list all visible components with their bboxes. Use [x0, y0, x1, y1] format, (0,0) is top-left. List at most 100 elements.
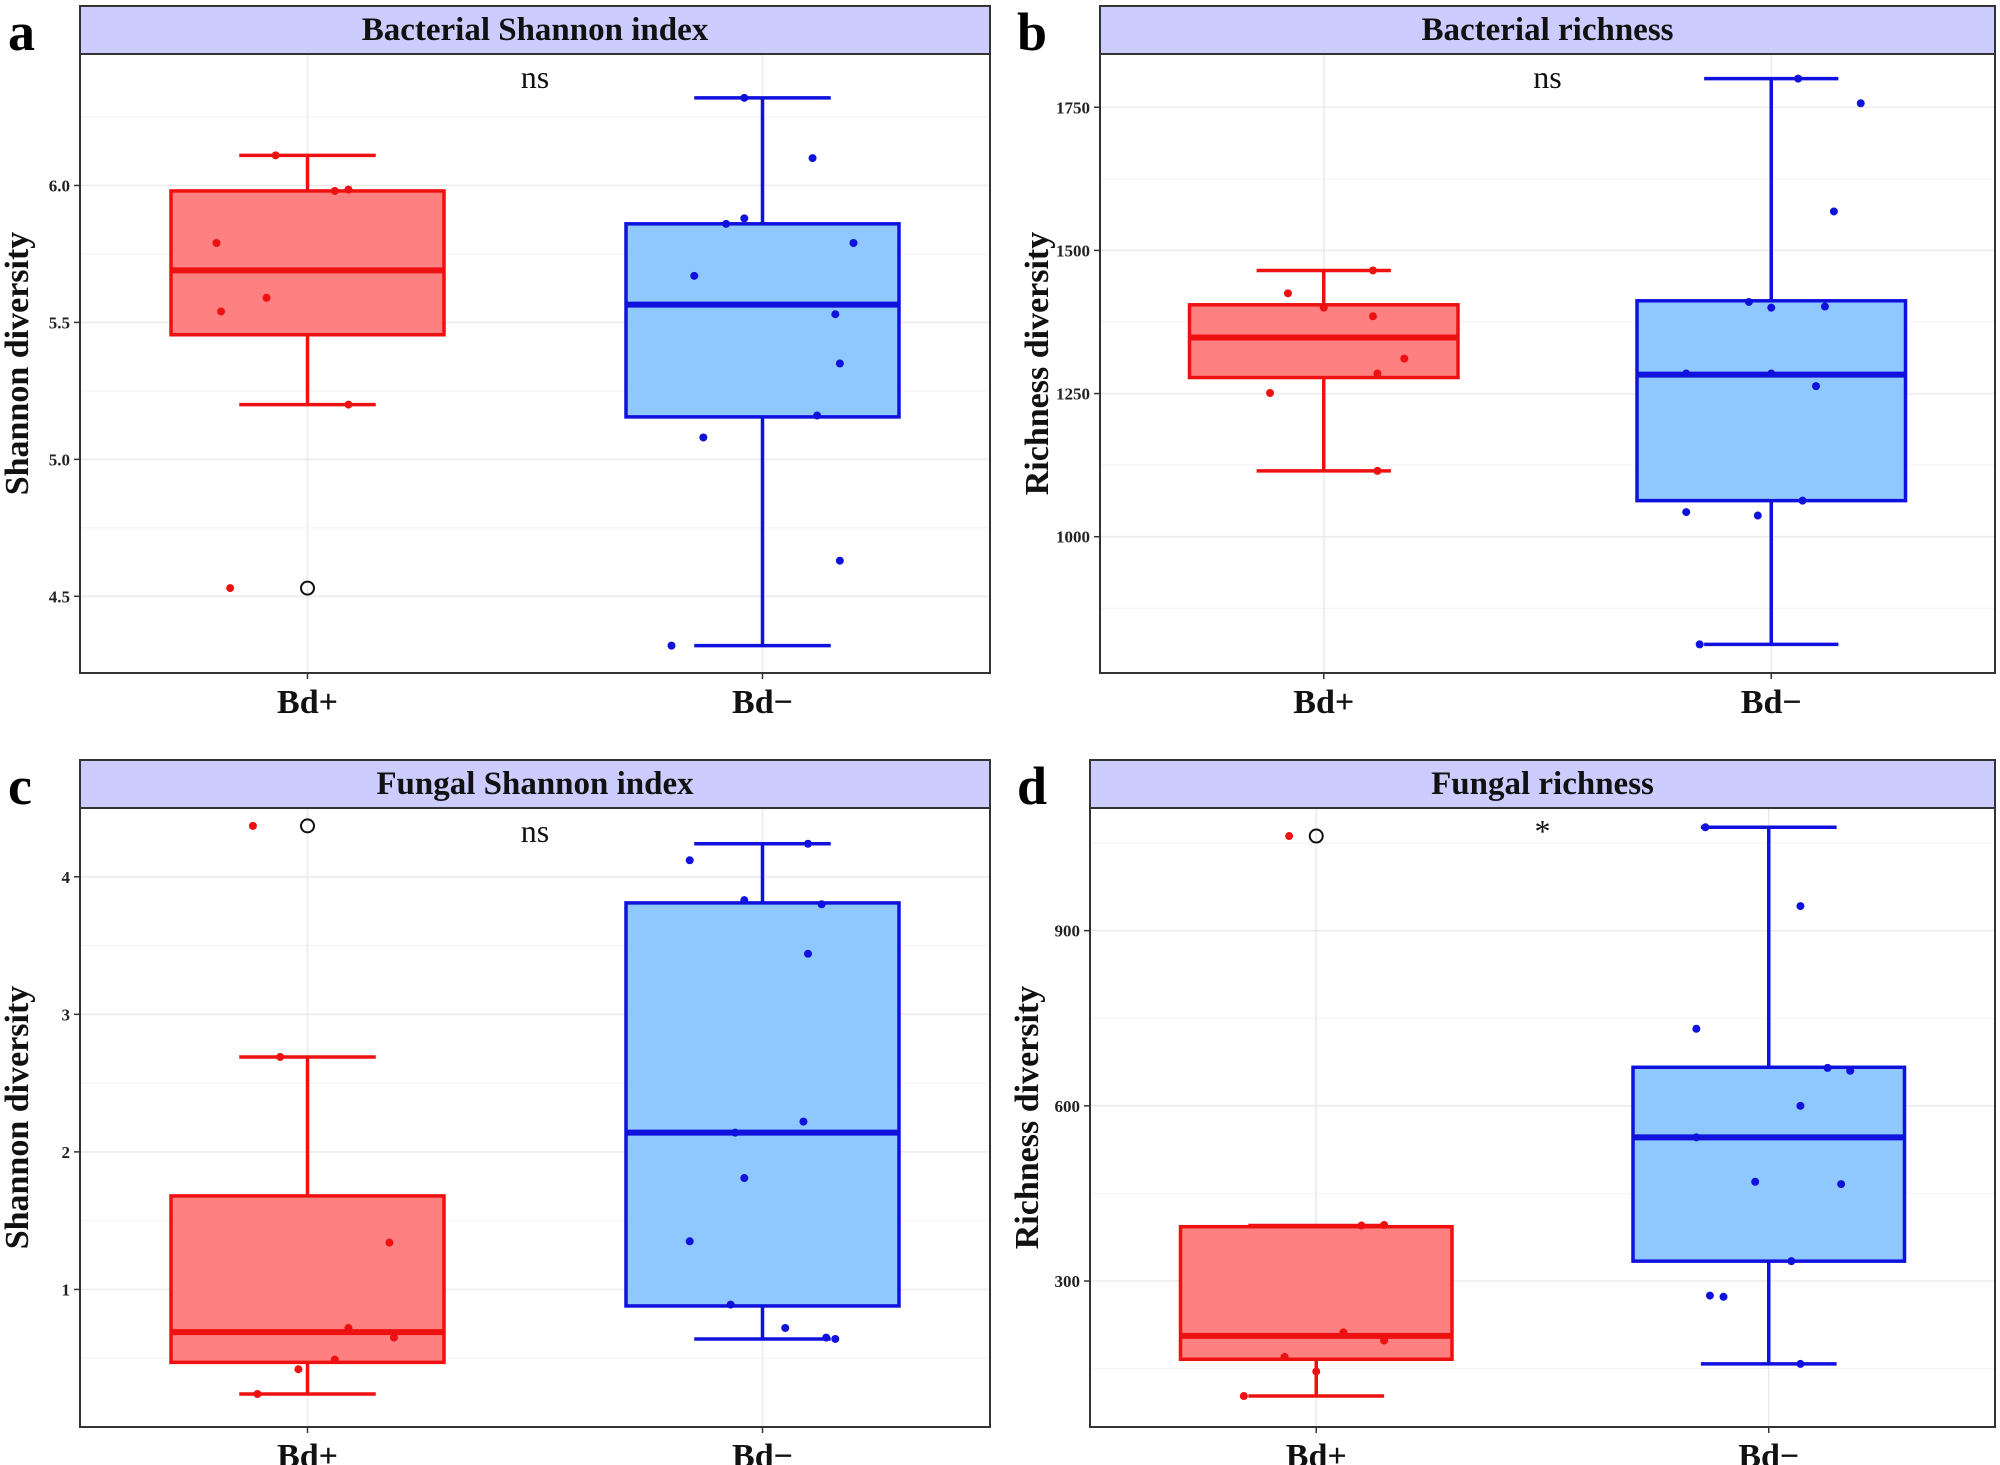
data-point [1285, 832, 1294, 841]
data-point [1682, 508, 1691, 517]
data-point [248, 821, 257, 830]
data-point [344, 185, 353, 194]
box-iqr [169, 189, 446, 337]
significance-label: ns [521, 813, 549, 849]
data-point [781, 1323, 790, 1332]
panel-letter: a [8, 2, 35, 62]
outlier-point [300, 818, 315, 834]
y-tick-label: 1 [62, 1280, 71, 1299]
data-point [1692, 1024, 1701, 1033]
data-point [1798, 496, 1807, 505]
data-point [1368, 266, 1377, 275]
data-point [804, 839, 812, 848]
box-bd-negative [1635, 74, 1908, 649]
y-tick-label: 1750 [1056, 98, 1090, 117]
box-bd-positive [1187, 266, 1460, 475]
data-point [1796, 902, 1805, 911]
data-point [1829, 207, 1838, 216]
data-point [1837, 1180, 1846, 1189]
data-point [1705, 1291, 1714, 1300]
data-point [1767, 369, 1776, 378]
data-point [262, 293, 271, 302]
y-tick-label: 5.5 [49, 313, 70, 332]
data-point [822, 1333, 831, 1342]
y-axis-ticks: 300 600 900 [1055, 922, 1081, 1291]
data-point [731, 1128, 740, 1137]
data-point [1820, 302, 1829, 311]
data-point [1796, 1101, 1805, 1110]
y-tick-label: 1500 [1056, 241, 1090, 260]
panel-letter: d [1017, 756, 1047, 816]
data-point [1380, 1336, 1389, 1345]
y-axis-ticks: 1000 1250 1500 1750 [1056, 98, 1090, 546]
data-point [1796, 1359, 1805, 1368]
box-bd-negative [624, 839, 901, 1343]
box-iqr [1178, 1224, 1454, 1362]
data-point [1280, 1352, 1289, 1361]
data-point [722, 219, 731, 228]
data-point [389, 1333, 398, 1342]
data-point [1794, 74, 1803, 83]
y-tick-label: 4 [62, 868, 71, 887]
data-point [685, 1237, 694, 1246]
y-axis-label: Richness diversity [1009, 986, 1046, 1250]
outlier-point [1308, 828, 1324, 844]
y-tick-label: 5.0 [49, 450, 70, 469]
data-point [271, 151, 280, 160]
plot-area [74, 53, 991, 679]
plot-frame [79, 53, 991, 674]
data-point [1751, 1177, 1760, 1186]
box-iqr [1631, 1065, 1907, 1263]
data-point [385, 1238, 394, 1247]
data-point [1357, 1221, 1366, 1230]
data-point [699, 433, 708, 442]
data-point [726, 1300, 735, 1309]
data-point [226, 584, 235, 593]
y-axis-label: Shannon diversity [0, 232, 36, 496]
data-point [1339, 1328, 1348, 1337]
data-point [1312, 1367, 1321, 1376]
y-tick-label: 3 [62, 1005, 71, 1024]
data-point [344, 1323, 353, 1332]
plot-frame [79, 807, 991, 1428]
y-tick-label: 900 [1055, 922, 1081, 941]
y-axis-label: Richness diversity [1019, 232, 1056, 496]
data-point [1753, 511, 1762, 520]
y-tick-label: 300 [1055, 1272, 1081, 1291]
data-point [740, 93, 749, 102]
plot-area [1084, 807, 1996, 1433]
outlier-point [300, 580, 315, 596]
data-point [276, 1052, 285, 1061]
data-point [1319, 303, 1328, 312]
x-tick-label: Bd− [1741, 684, 1802, 721]
plot-area [74, 807, 991, 1433]
data-point [804, 949, 812, 958]
data-point [1823, 1063, 1832, 1072]
panel-title: Fungal richness [1431, 766, 1654, 802]
box-iqr [1187, 303, 1460, 380]
x-tick-label: Bd+ [277, 684, 338, 721]
x-tick-label: Bd+ [1286, 1438, 1347, 1465]
data-point [690, 271, 699, 280]
significance-label: * [1535, 813, 1551, 849]
panel-letter: b [1017, 2, 1047, 62]
panel-title: Fungal Shannon index [376, 766, 694, 802]
panel-d: d Fungal richness Richness diversity Bd+… [1009, 756, 1996, 1465]
data-point [212, 238, 221, 247]
data-point [1787, 1257, 1796, 1266]
data-point [1283, 289, 1292, 298]
data-point [1701, 823, 1710, 832]
box-iqr [624, 901, 901, 1308]
data-point [1692, 1133, 1701, 1142]
panel-title-strip [1099, 5, 1996, 55]
x-tick-label: Bd− [732, 1438, 793, 1465]
data-point [1368, 312, 1377, 321]
data-point [685, 856, 694, 865]
panel-letter: c [8, 756, 32, 816]
x-tick-label: Bd− [732, 684, 793, 721]
data-point [1400, 354, 1409, 363]
panel-title-strip [1089, 759, 1996, 809]
y-axis-ticks: 1 2 3 4 [62, 868, 71, 1300]
box-bd-negative [1631, 823, 1907, 1368]
